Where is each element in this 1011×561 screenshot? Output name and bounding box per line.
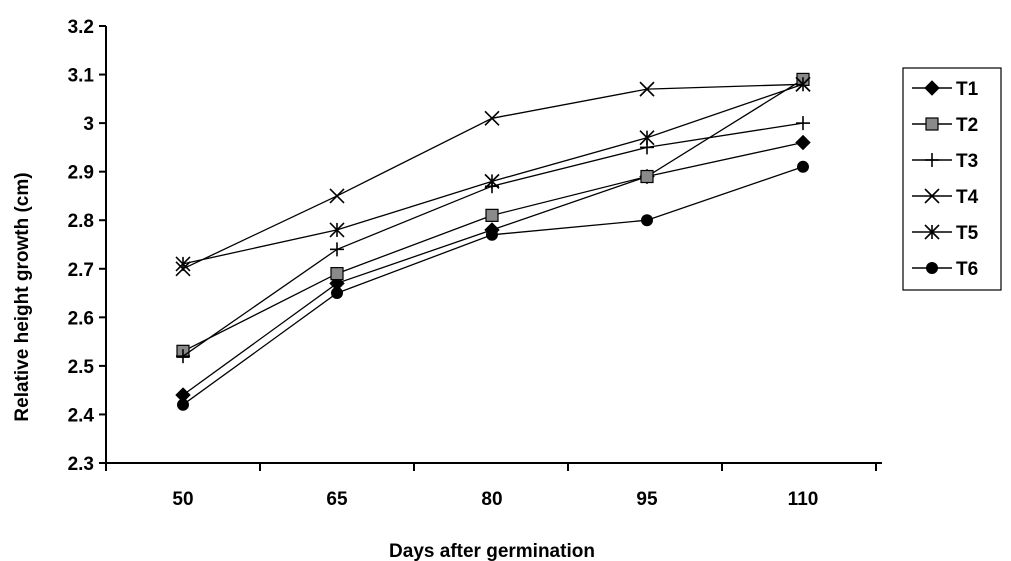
data-point [176,349,190,364]
legend-entry-t1: T1 [912,79,979,100]
legend: T1 T2 T3 T4 T5 T6 [902,67,1002,291]
y-tick-label: 2.6 [68,308,94,329]
y-axis: 2.3 2.4 2.5 2.6 2.7 2.8 2.9 3 3.1 3.2 [68,17,107,475]
y-tick-label: 2.4 [68,405,95,426]
data-point [329,222,345,238]
data-point [641,214,653,227]
data-point [639,130,655,146]
legend-entry-t2: T2 [912,115,978,136]
x-tick-label: 65 [326,489,348,510]
x-tick-label: 80 [481,489,502,510]
y-tick-label: 3.1 [68,66,95,87]
data-point [330,242,344,257]
legend-entry-t5: T5 [912,223,979,244]
series-t6 [177,160,809,411]
legend-marker [925,117,939,131]
data-point [639,81,655,97]
legend-marker [925,153,939,167]
legend-label: T4 [956,187,979,208]
series-t5 [175,76,811,272]
data-point [331,287,343,300]
legend-label: T1 [956,79,979,100]
legend-label: T3 [956,151,978,172]
data-point [177,398,189,411]
series-layer [175,72,811,411]
series-t4 [175,76,811,277]
legend-box [902,67,1002,291]
legend-marker [924,188,940,204]
legend-label: T2 [956,115,978,136]
y-tick-label: 3 [83,114,94,135]
y-tick-label: 2.9 [68,163,94,184]
series-line-t6 [182,166,804,406]
series-line-t4 [182,83,804,270]
x-axis: 50 65 80 95 110 [105,462,882,510]
data-point [796,116,810,131]
x-tick-label: 110 [788,489,819,510]
data-point [175,256,191,272]
data-point [797,160,809,173]
legend-marker [924,80,940,96]
y-axis-title: Relative height growth (cm) [12,172,33,421]
data-point [330,267,344,281]
data-point [484,110,500,126]
x-tick-label: 95 [636,489,658,510]
legend-entry-t3: T3 [912,151,978,172]
data-point [486,228,498,241]
y-tick-label: 3.2 [68,17,94,38]
legend-marker [924,224,940,240]
data-point [640,169,654,184]
data-point [329,188,345,204]
y-tick-label: 2.5 [68,357,95,378]
x-tick-label: 50 [172,489,193,510]
x-axis-title: Days after germination [389,541,595,561]
data-point [485,208,499,222]
legend-marker [926,262,938,274]
legend-entry-t6: T6 [912,259,978,280]
data-point [795,134,811,151]
legend-label: T5 [956,223,979,244]
y-tick-label: 2.7 [68,260,94,281]
y-tick-label: 2.8 [68,211,94,232]
legend-entry-t4: T4 [912,187,979,208]
y-tick-label: 2.3 [68,454,94,475]
series-t2 [176,72,810,358]
data-point [484,173,500,189]
legend-label: T6 [956,259,978,280]
series-t1 [175,134,811,403]
data-point [795,76,811,92]
